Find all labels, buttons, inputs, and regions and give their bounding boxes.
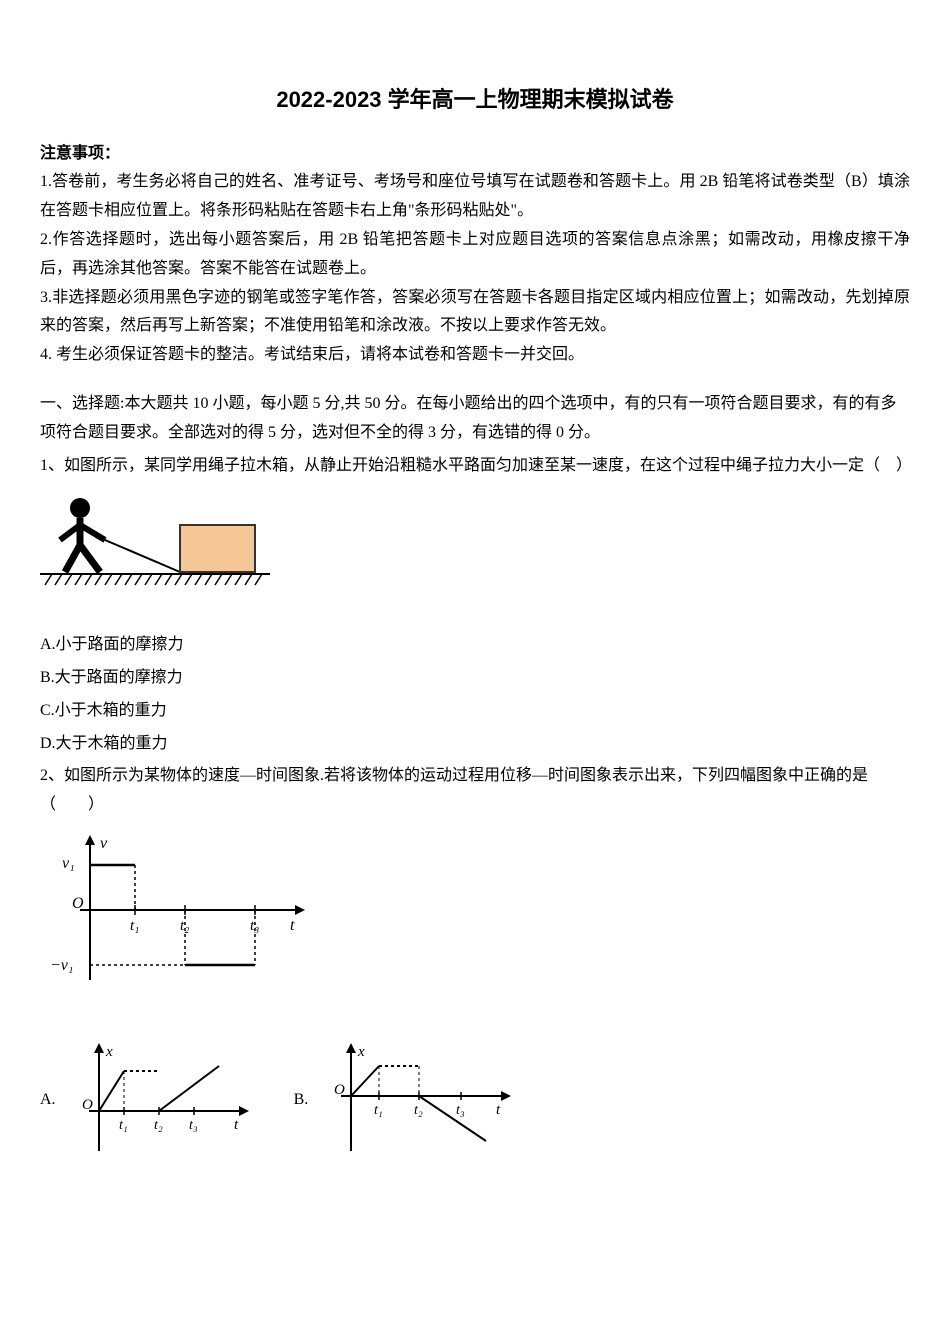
neg-v1-label: −v₁ [50,957,73,974]
q2-text: 2、如图所示为某物体的速度—时间图象.若将该物体的运动过程用位移—时间图象表示出… [40,762,910,820]
svg-text:t₂: t₂ [154,1118,163,1133]
q2-options-row: A. x O t t₁ t₂ t₃ B. [40,1041,910,1161]
q1-option-c: C.小于木箱的重力 [40,697,910,726]
svg-text:t₁: t₁ [119,1118,128,1133]
notice-item-1: 1.答卷前，考生务必将自己的姓名、准考证号、考场号和座位号填写在试题卷和答题卡上… [40,168,910,226]
q1-option-b: B.大于路面的摩擦力 [40,664,910,693]
svg-text:x: x [357,1044,365,1060]
svg-text:x: x [105,1044,113,1060]
v1-label: v₁ [62,855,75,872]
svg-text:O: O [82,1097,93,1113]
origin-label: O [72,895,84,912]
notice-header: 注意事项： [40,140,910,169]
svg-text:O: O [334,1082,345,1098]
q2-option-b-label: B. [294,1086,309,1115]
svg-text:t: t [496,1102,501,1118]
q1-option-d: D.大于木箱的重力 [40,730,910,759]
q1-figure [40,490,910,611]
q2-option-a-label: A. [40,1086,56,1115]
svg-text:t₃: t₃ [456,1103,465,1118]
t-axis-label: t [290,917,295,934]
notice-item-2: 2.作答选择题时，选出每小题答案后，用 2B 铅笔把答题卡上对应题目选项的答案信… [40,226,910,284]
q2-option-a: A. x O t t₁ t₂ t₃ [40,1041,254,1161]
q1-text: 1、如图所示，某同学用绳子拉木箱，从静止开始沿粗糙水平路面匀加速至某一速度，在这… [40,452,910,481]
q2-option-b: B. x O t t₁ t₂ t₃ [294,1041,517,1161]
svg-text:t: t [234,1117,239,1133]
t3-label: t₃ [250,918,259,934]
exam-title: 2022-2023 学年高一上物理期末模拟试卷 [40,80,910,120]
q1-option-a: A.小于路面的摩擦力 [40,631,910,660]
section1-header: 一、选择题:本大题共 10 小题，每小题 5 分,共 50 分。在每小题给出的四… [40,390,910,448]
v-axis-label: v [100,835,108,852]
t2-label: t₂ [180,918,189,934]
q2-vt-figure: v v₁ −v₁ O t t₁ t₂ t₃ [40,830,910,1011]
notice-item-3: 3.非选择题必须用黑色字迹的钢笔或签字笔作答，答案必须写在答题卡各题目指定区域内… [40,284,910,342]
notice-item-4: 4. 考生必须保证答题卡的整洁。考试结束后，请将本试卷和答题卡一并交回。 [40,341,910,370]
svg-text:t₁: t₁ [374,1103,383,1118]
svg-text:t₃: t₃ [189,1118,198,1133]
svg-text:t₂: t₂ [414,1103,423,1118]
t1-label: t₁ [130,918,139,934]
